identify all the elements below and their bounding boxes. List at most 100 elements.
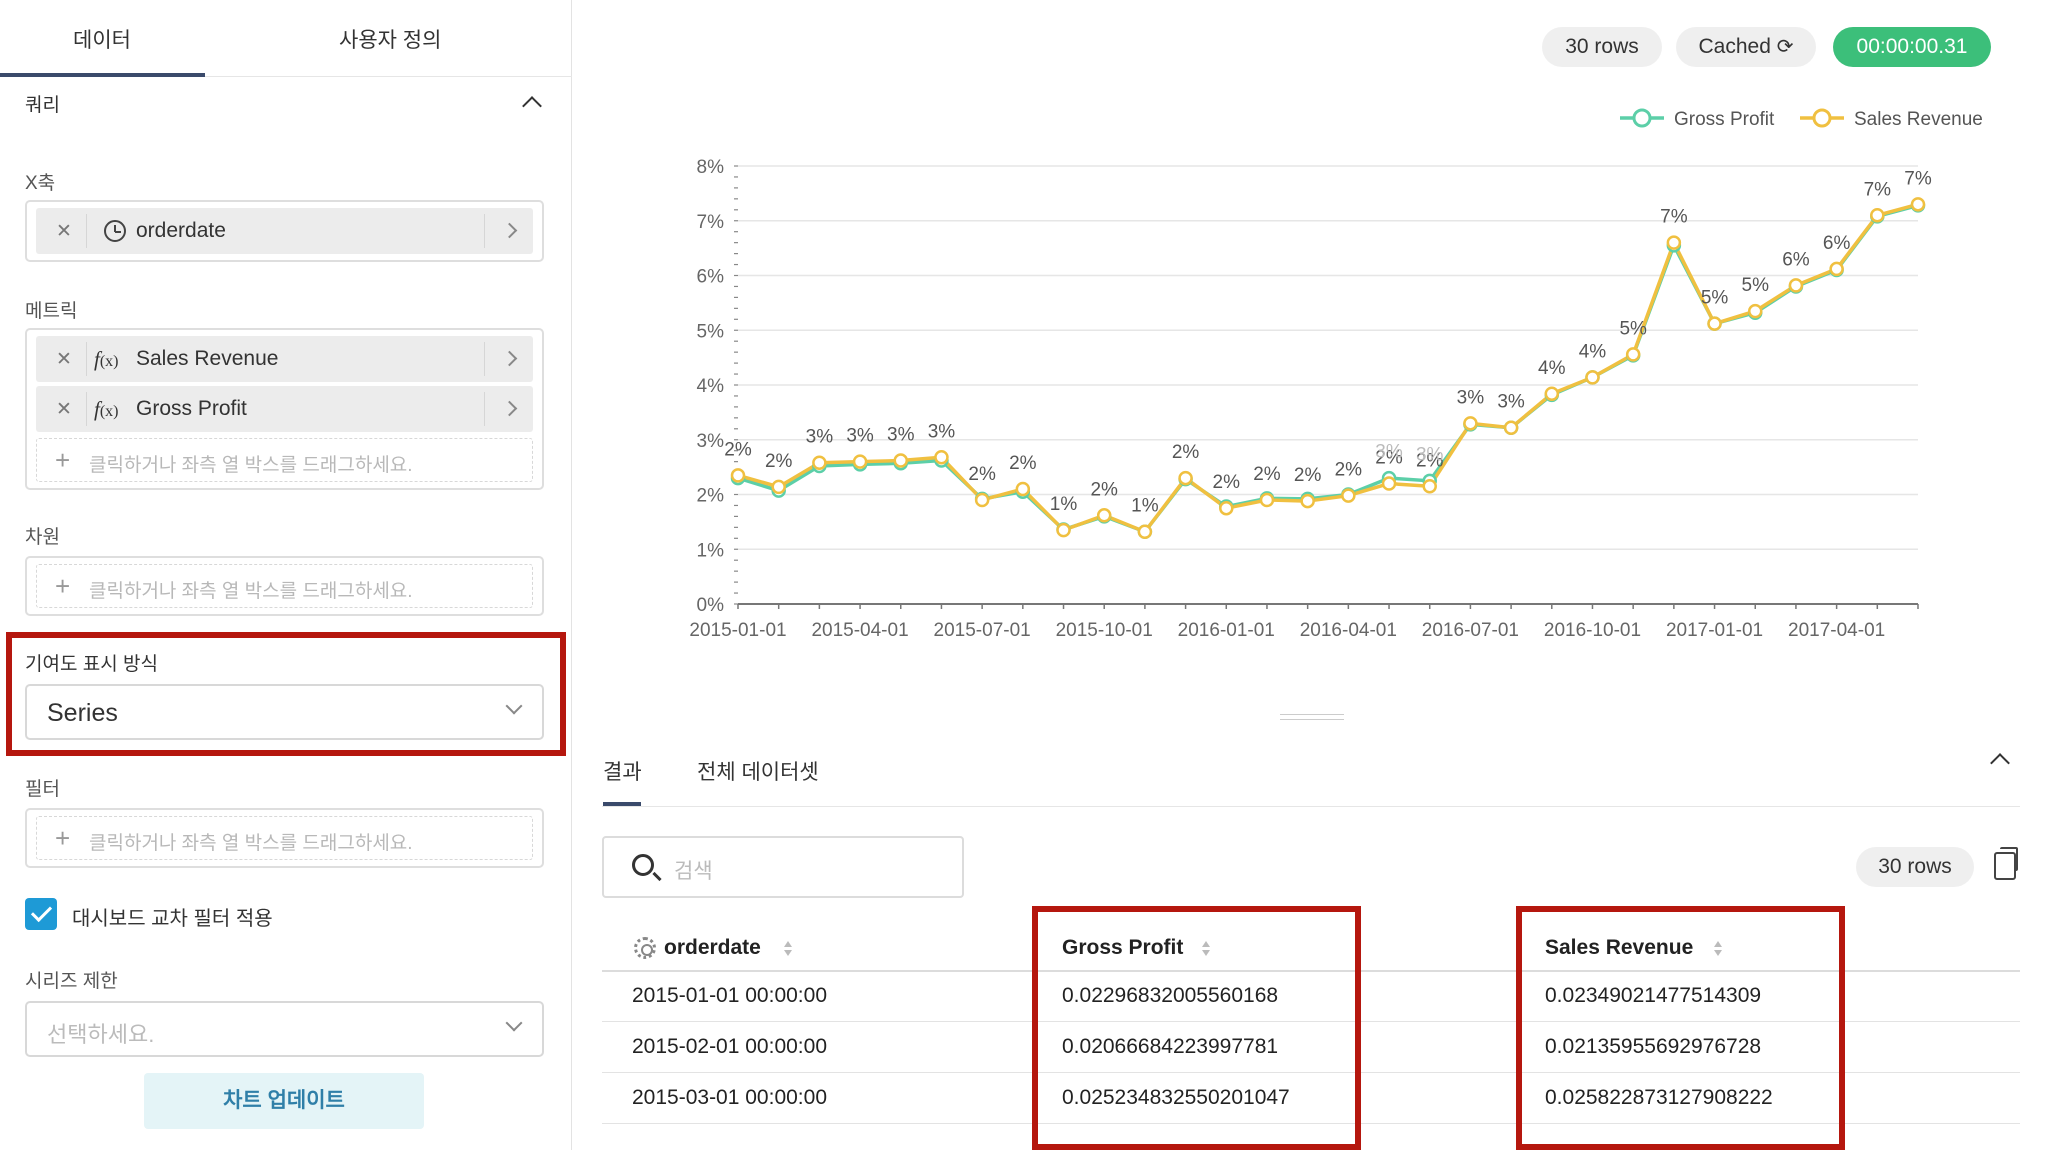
table-row-border bbox=[602, 1021, 2020, 1022]
fx-letter: f bbox=[94, 347, 100, 371]
data-label: 1% bbox=[1050, 494, 1078, 515]
series-line bbox=[737, 203, 1919, 534]
dimension-dropzone[interactable]: + 클릭하거나 좌측 열 박스를 드래그하세요. bbox=[36, 564, 533, 608]
cached-label: Cached bbox=[1698, 35, 1771, 58]
data-label: 3% bbox=[1457, 387, 1485, 408]
data-point bbox=[934, 450, 949, 465]
cross-filter-checkbox[interactable] bbox=[25, 898, 57, 930]
legend-label: Sales Revenue bbox=[1854, 109, 1983, 130]
resize-handle[interactable] bbox=[1280, 714, 1344, 720]
x-axis-pill[interactable]: ✕ orderdate bbox=[36, 208, 533, 254]
collapse-results-chevron-up-icon[interactable] bbox=[1990, 753, 2010, 773]
tab-full-dataset[interactable]: 전체 데이터셋 bbox=[697, 761, 819, 784]
settings-gear-icon[interactable] bbox=[634, 937, 656, 959]
update-chart-button[interactable]: 차트 업데이트 bbox=[144, 1073, 424, 1129]
x-tick-label: 2017-01-01 bbox=[1666, 620, 1763, 641]
tab-custom[interactable]: 사용자 정의 bbox=[339, 29, 442, 52]
data-label: 6% bbox=[1782, 249, 1810, 270]
data-label: 4% bbox=[1538, 358, 1566, 379]
fx-suffix: (x) bbox=[99, 353, 119, 370]
remove-metric-close-icon[interactable]: ✕ bbox=[56, 349, 72, 370]
chart-series bbox=[730, 197, 1926, 539]
tab-results[interactable]: 결과 bbox=[603, 761, 642, 784]
dimension-box: + 클릭하거나 좌측 열 박스를 드래그하세요. bbox=[25, 556, 544, 616]
data-label: 2% bbox=[1009, 453, 1037, 474]
chevron-right-icon[interactable] bbox=[501, 222, 518, 239]
table-cell: 0.02349021477514309 bbox=[1545, 984, 1762, 1007]
column-header-sales-revenue[interactable]: Sales Revenue bbox=[1545, 936, 1694, 959]
column-header-orderdate[interactable]: orderdate bbox=[664, 936, 761, 959]
data-label: 2% bbox=[968, 464, 996, 485]
table-cell: 0.02135955692976728 bbox=[1545, 1035, 1762, 1058]
metrics-dropzone[interactable]: + 클릭하거나 좌측 열 박스를 드래그하세요. bbox=[36, 438, 533, 482]
data-label: 3% bbox=[846, 426, 874, 447]
chevron-right-icon[interactable] bbox=[501, 400, 518, 417]
pill-divider bbox=[86, 342, 87, 376]
filter-dropzone[interactable]: + 클릭하거나 좌측 열 박스를 드래그하세요. bbox=[36, 816, 533, 860]
x-axis-label: X축 bbox=[25, 173, 56, 194]
legend-label: Gross Profit bbox=[1674, 109, 1775, 130]
data-label: 2% bbox=[1090, 479, 1118, 500]
metric-pill-gross-profit[interactable]: ✕ f(x) Gross Profit bbox=[36, 386, 533, 432]
data-point bbox=[1300, 493, 1315, 509]
data-label: 2% bbox=[1253, 464, 1281, 485]
y-tick-label: 5% bbox=[697, 321, 725, 342]
row-count-badge: 30 rows bbox=[1542, 27, 1662, 67]
sort-icon[interactable] bbox=[784, 941, 792, 957]
left-tabs: 데이터 사용자 정의 bbox=[0, 0, 572, 77]
tab-data[interactable]: 데이터 bbox=[73, 29, 131, 52]
collapse-query-chevron-up-icon[interactable] bbox=[522, 96, 542, 116]
results-tabs-divider bbox=[602, 806, 2020, 807]
sort-icon[interactable] bbox=[1202, 941, 1210, 957]
series-limit-select[interactable]: 선택하세요. bbox=[25, 1001, 544, 1057]
remove-metric-close-icon[interactable]: ✕ bbox=[56, 399, 72, 420]
filter-box: + 클릭하거나 좌측 열 박스를 드래그하세요. bbox=[25, 808, 544, 868]
y-tick-label: 4% bbox=[697, 376, 725, 397]
data-label: 7% bbox=[1864, 179, 1892, 200]
dropzone-placeholder: 클릭하거나 좌측 열 박스를 드래그하세요. bbox=[89, 581, 413, 602]
data-point bbox=[1544, 386, 1560, 402]
data-point bbox=[730, 468, 746, 483]
x-axis-field-name: orderdate bbox=[136, 219, 226, 242]
table-cell: 0.025234832550201047 bbox=[1062, 1086, 1290, 1109]
results-search[interactable]: 검색 bbox=[602, 836, 964, 898]
copy-icon[interactable] bbox=[1994, 847, 2018, 880]
data-point bbox=[893, 453, 909, 468]
chart-data-labels: 2%2%3% 3% 3% 3%2%2%1%2%1%2%2% 2% 2% 2%2% 2%3% 3%… bbox=[724, 168, 1932, 516]
cached-badge[interactable]: Cached ⟳ bbox=[1676, 27, 1816, 67]
data-label: 4% bbox=[1579, 341, 1607, 362]
contribution-select[interactable]: Series bbox=[25, 684, 544, 740]
x-tick-label: 2015-04-01 bbox=[811, 620, 908, 641]
data-point bbox=[852, 454, 868, 469]
clock-icon bbox=[104, 220, 126, 242]
data-point bbox=[1503, 420, 1519, 435]
function-icon: f(x) bbox=[94, 397, 119, 422]
table-header-border bbox=[602, 970, 2020, 972]
data-label-gross-profit: 3% bbox=[1375, 442, 1403, 463]
left-panel: 데이터 사용자 정의 쿼리 X축 ✕ orderdate 메트릭 ✕ f(x) … bbox=[0, 0, 572, 1150]
chevron-right-icon[interactable] bbox=[501, 350, 518, 367]
tab-underline bbox=[0, 73, 205, 77]
sort-icon[interactable] bbox=[1714, 941, 1722, 957]
y-tick-label: 8% bbox=[697, 157, 725, 178]
remove-x-axis-close-icon[interactable]: ✕ bbox=[56, 221, 72, 242]
data-label: 5% bbox=[1742, 275, 1770, 296]
table-row-border bbox=[602, 1123, 2020, 1124]
pill-divider bbox=[86, 392, 87, 426]
dropzone-placeholder: 클릭하거나 좌측 열 박스를 드래그하세요. bbox=[89, 833, 413, 854]
column-header-gross-profit[interactable]: Gross Profit bbox=[1062, 936, 1184, 959]
data-point bbox=[1259, 492, 1275, 508]
refresh-icon[interactable]: ⟳ bbox=[1776, 36, 1794, 58]
x-tick-label: 2017-04-01 bbox=[1788, 620, 1885, 641]
x-tick-label: 2016-04-01 bbox=[1300, 620, 1397, 641]
x-tick-label: 2016-10-01 bbox=[1544, 620, 1641, 641]
data-point bbox=[1056, 522, 1071, 538]
metric-name: Gross Profit bbox=[136, 397, 247, 420]
data-point bbox=[1707, 316, 1722, 331]
data-point bbox=[1137, 524, 1153, 539]
data-point bbox=[1015, 481, 1031, 497]
y-tick-label: 0% bbox=[697, 595, 725, 616]
chevron-down-icon bbox=[505, 697, 523, 715]
x-tick-label: 2015-07-01 bbox=[934, 620, 1031, 641]
metric-pill-sales-revenue[interactable]: ✕ f(x) Sales Revenue bbox=[36, 336, 533, 382]
